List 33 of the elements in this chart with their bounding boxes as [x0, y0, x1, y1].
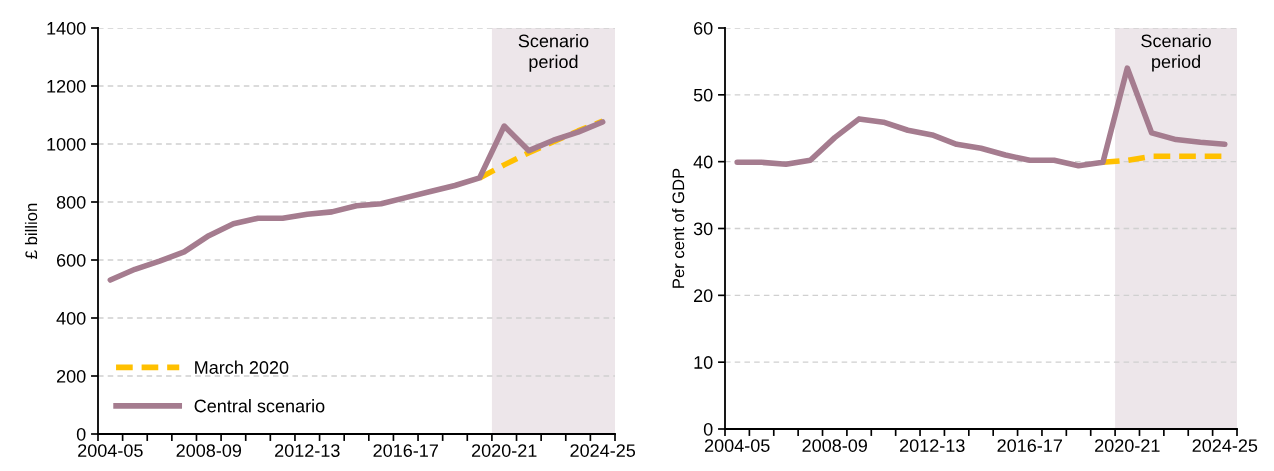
y-tick-label: 60 [694, 21, 713, 35]
y-axis-title: Per cent of GDP [672, 168, 685, 288]
x-tick-label: 2012-13 [275, 444, 340, 457]
y-tick-label: 200 [56, 369, 86, 383]
band-label: Scenario period [1141, 34, 1211, 72]
legend-label: March 2020 [195, 360, 289, 374]
band-label: Scenario period [518, 34, 589, 72]
x-tick-label: 2004-05 [78, 444, 143, 457]
legend-label: Central scenario [194, 399, 325, 413]
y-tick-label: 400 [56, 311, 86, 325]
y-tick-label: 1200 [47, 79, 86, 93]
x-tick-label: 2020-21 [1095, 439, 1160, 452]
x-tick-label: 2016-17 [373, 444, 438, 457]
x-tick-label: 2016-17 [997, 439, 1062, 452]
y-tick-label: 30 [693, 222, 713, 236]
y-tick-label: 50 [693, 88, 713, 102]
x-tick-label: 2004-05 [704, 439, 770, 452]
x-tick-label: 2024-25 [1192, 439, 1258, 452]
y-tick-label: 1000 [47, 137, 86, 151]
y-tick-label: 600 [56, 253, 86, 267]
y-tick-label: 40 [693, 155, 713, 169]
y-axis-title: £ billion [24, 203, 38, 259]
x-tick-label: 2008-09 [176, 444, 242, 457]
y-tick-label: 800 [56, 195, 86, 209]
y-tick-label: 20 [694, 289, 713, 303]
y-tick-label: 1400 [47, 21, 86, 35]
y-tick-label: 0 [76, 427, 86, 441]
y-tick-label: 0 [703, 422, 713, 436]
x-tick-label: 2020-21 [471, 444, 537, 457]
x-tick-label: 2012-13 [900, 439, 965, 452]
y-tick-label: 10 [694, 356, 713, 369]
x-tick-label: 2024-25 [570, 444, 636, 457]
x-tick-label: 2008-09 [802, 439, 867, 452]
